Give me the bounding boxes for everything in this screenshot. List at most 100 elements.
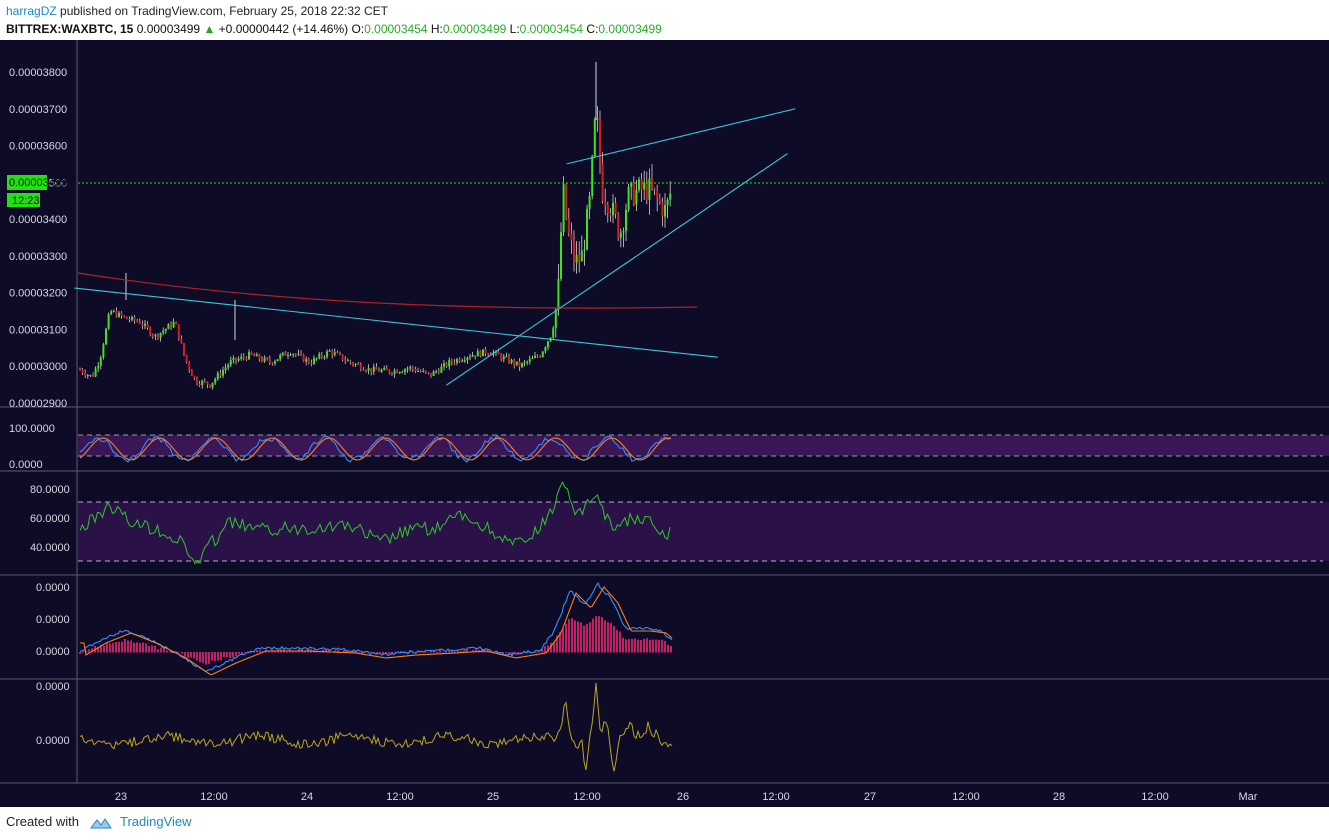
author-link[interactable]: harragDZ: [6, 4, 57, 18]
candle-body: [583, 249, 586, 251]
macd-histogram-bar: [406, 651, 408, 653]
macd-histogram-bar: [190, 652, 192, 658]
candle-body: [370, 368, 373, 372]
candle-body: [149, 327, 152, 336]
macd-histogram-bar: [562, 628, 564, 653]
macd-histogram-bar: [622, 637, 624, 653]
trendline: [566, 108, 796, 165]
candle-body: [534, 355, 536, 358]
macd-histogram-bar: [214, 652, 216, 662]
candle-body: [248, 352, 250, 360]
macd-histogram-bar: [484, 651, 486, 653]
macd-histogram-bar: [634, 638, 636, 653]
candle-body: [154, 334, 157, 337]
macd-histogram-bar: [88, 649, 90, 653]
oscillator-line: [79, 682, 673, 772]
time-tick-label: 25: [487, 791, 499, 803]
tradingview-link[interactable]: TradingView: [120, 814, 192, 829]
price-tick-label: 0.00003800: [9, 67, 67, 79]
stoch-axis[interactable]: 100.0000 0.0000: [9, 423, 55, 471]
candle-body: [430, 372, 432, 376]
time-tick-label: 12:00: [200, 791, 228, 803]
candle-body: [177, 324, 180, 339]
moving-average-line: [77, 272, 698, 309]
candle-body: [274, 361, 276, 364]
macd-histogram-bar: [115, 641, 117, 653]
candle-body: [573, 240, 575, 263]
macd-tick-label: 0.0000: [36, 614, 70, 626]
macd-histogram-bar: [103, 645, 105, 653]
candle-body: [422, 370, 425, 372]
candle-body: [606, 204, 609, 214]
macd-histogram-bar: [508, 652, 510, 655]
macd-histogram-bar: [235, 652, 237, 657]
macd-histogram-bar: [241, 652, 243, 655]
candle-body: [240, 356, 243, 359]
macd-histogram-bar: [178, 651, 180, 653]
candle-body: [643, 182, 646, 190]
candle-body: [138, 321, 141, 324]
macd-histogram-bar: [670, 645, 672, 653]
rsi-axis[interactable]: 80.0000 60.0000 40.0000: [30, 484, 70, 554]
time-axis[interactable]: 23 12:00 24 12:00 25 12:00 26 12:00 27 12:00 28 12:…: [115, 791, 1258, 803]
candle-body: [601, 163, 604, 202]
macd-histogram-bar: [448, 650, 450, 653]
candle-body: [224, 367, 227, 371]
macd-histogram-bar: [256, 649, 258, 653]
high-value: 0.00003499: [442, 22, 507, 36]
candle-body: [133, 316, 136, 321]
rsi-band: [78, 502, 1329, 561]
candle-body: [261, 359, 263, 362]
candle-body: [201, 380, 204, 386]
price-axis[interactable]: 0.000038000.000037000.000036000.00003500…: [9, 67, 67, 410]
candle-body: [328, 350, 331, 352]
chart-svg[interactable]: 0.000038000.000037000.000036000.00003500…: [0, 40, 1329, 807]
candle-body: [560, 232, 562, 279]
candle-body: [107, 314, 110, 329]
price-tick-label: 0.00003000: [9, 361, 67, 373]
candle-body: [479, 351, 482, 357]
time-tick-label: 12:00: [573, 791, 601, 803]
osc-axis[interactable]: 0.0000 0.0000: [36, 681, 70, 747]
macd-histogram-bar: [124, 638, 126, 653]
macd-histogram-bar: [520, 652, 522, 653]
candle-body: [404, 369, 406, 372]
macd-histogram-bar: [592, 618, 594, 653]
candle-body: [586, 208, 588, 250]
candle-body: [562, 184, 565, 233]
candle-body: [622, 230, 625, 233]
macd-histogram-bar: [370, 651, 372, 653]
macd-histogram-bar: [181, 652, 183, 654]
candle-body: [593, 119, 596, 157]
candle-body: [198, 383, 201, 386]
candle-body: [183, 343, 185, 356]
candle-body: [471, 355, 474, 357]
candle-body: [172, 321, 175, 328]
open-value: 0.00003454: [364, 22, 428, 36]
candle-body: [115, 310, 118, 317]
candle-body: [196, 378, 198, 384]
candle-body: [484, 349, 487, 354]
symbol-label[interactable]: BITTREX:WAXBTC, 15: [6, 22, 134, 36]
macd-histogram-bar: [82, 651, 84, 653]
candle-body: [515, 361, 518, 365]
candle-body: [437, 371, 440, 373]
candle-body: [354, 363, 357, 365]
chart-area[interactable]: 0.000038000.000037000.000036000.00003500…: [0, 40, 1329, 807]
stoch-tick-label: 0.0000: [9, 459, 43, 471]
macd-histogram-bar: [376, 652, 378, 655]
candle-body: [336, 352, 339, 354]
macd-histogram-bar: [121, 641, 123, 653]
candle-body: [513, 359, 516, 365]
candle-body: [617, 213, 620, 239]
published-text: published on TradingView.com, February 2…: [60, 4, 389, 18]
macd-histogram-bar: [649, 639, 651, 653]
macd-histogram-bar: [196, 652, 198, 661]
candle-body: [227, 364, 230, 368]
macd-axis[interactable]: 0.0000 0.0000 0.0000: [36, 582, 70, 658]
macd-histogram-bar: [541, 648, 543, 653]
time-tick-label: 12:00: [952, 791, 980, 803]
candle-body: [630, 182, 633, 187]
macd-histogram-bar: [157, 649, 159, 653]
macd-histogram-bar: [436, 652, 438, 654]
